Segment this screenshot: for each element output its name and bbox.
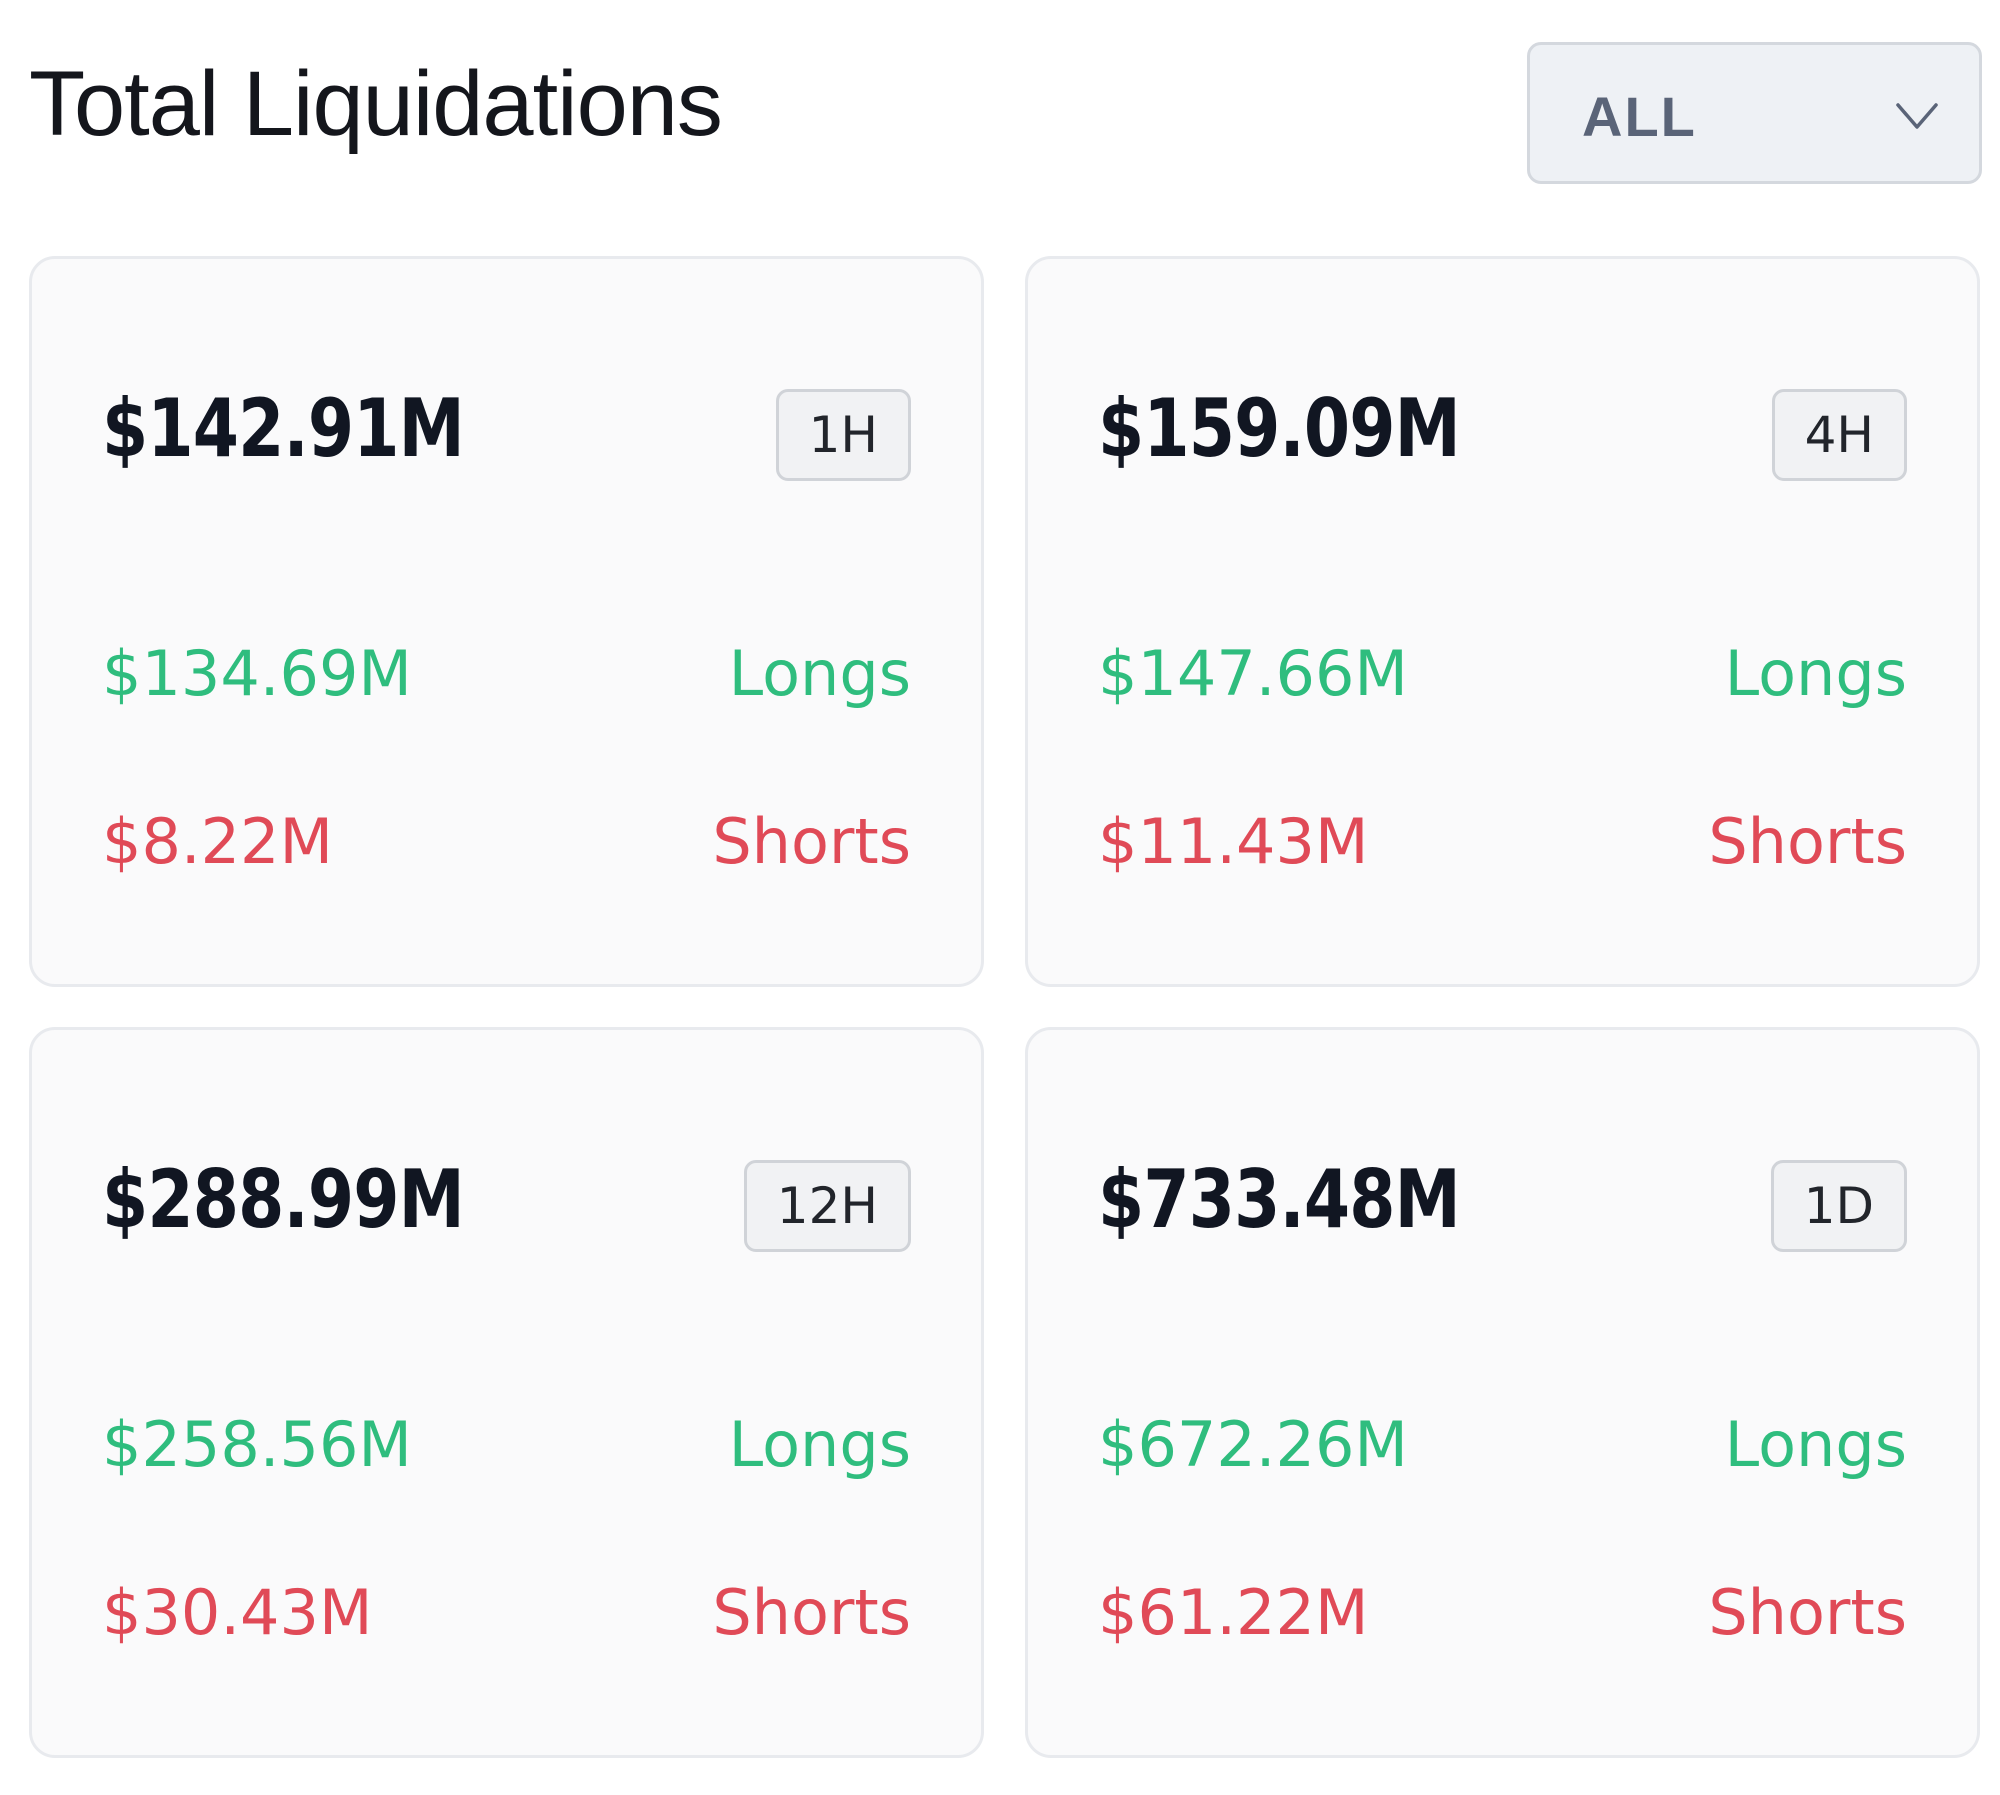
page-title: Total Liquidations: [29, 53, 723, 155]
shorts-value: $8.22M: [102, 805, 333, 878]
longs-row: $258.56M Longs: [102, 1405, 911, 1485]
shorts-label: Shorts: [712, 1576, 911, 1649]
shorts-row: $30.43M Shorts: [102, 1573, 911, 1653]
longs-value: $147.66M: [1098, 637, 1408, 710]
shorts-label: Shorts: [1708, 805, 1907, 878]
period-badge: 1H: [775, 389, 911, 481]
shorts-label: Shorts: [1708, 1576, 1907, 1649]
longs-label: Longs: [728, 637, 911, 710]
shorts-row: $8.22M Shorts: [102, 802, 911, 882]
header: Total Liquidations ALL: [29, 42, 1982, 188]
liquidation-card-12h: $288.99M 12H $258.56M Longs $30.43M Shor…: [29, 1027, 984, 1758]
longs-row: $134.69M Longs: [102, 634, 911, 714]
total-liquidation-value: $288.99M: [102, 1153, 465, 1246]
period-badge: 1D: [1770, 1160, 1907, 1252]
period-badge: 4H: [1771, 389, 1907, 481]
longs-row: $672.26M Longs: [1098, 1405, 1907, 1485]
total-liquidation-value: $159.09M: [1098, 382, 1461, 475]
shorts-row: $61.22M Shorts: [1098, 1573, 1907, 1653]
longs-label: Longs: [1724, 1408, 1907, 1481]
shorts-row: $11.43M Shorts: [1098, 802, 1907, 882]
shorts-value: $30.43M: [102, 1576, 373, 1649]
longs-label: Longs: [1724, 637, 1907, 710]
longs-row: $147.66M Longs: [1098, 634, 1907, 714]
filter-dropdown-value: ALL: [1582, 85, 1697, 148]
liquidation-card-1d: $733.48M 1D $672.26M Longs $61.22M Short…: [1025, 1027, 1980, 1758]
longs-label: Longs: [728, 1408, 911, 1481]
liquidation-card-1h: $142.91M 1H $134.69M Longs $8.22M Shorts: [29, 256, 984, 987]
shorts-value: $11.43M: [1098, 805, 1369, 878]
longs-value: $672.26M: [1098, 1408, 1408, 1481]
liquidation-card-4h: $159.09M 4H $147.66M Longs $11.43M Short…: [1025, 256, 1980, 987]
longs-value: $258.56M: [102, 1408, 412, 1481]
longs-value: $134.69M: [102, 637, 412, 710]
total-liquidation-value: $142.91M: [102, 382, 465, 475]
liquidation-cards-grid: $142.91M 1H $134.69M Longs $8.22M Shorts…: [29, 256, 1982, 1758]
shorts-value: $61.22M: [1098, 1576, 1369, 1649]
chevron-down-icon: [1896, 103, 1938, 129]
total-liquidation-value: $733.48M: [1098, 1153, 1461, 1246]
filter-dropdown[interactable]: ALL: [1527, 42, 1982, 184]
period-badge: 12H: [743, 1160, 911, 1252]
shorts-label: Shorts: [712, 805, 911, 878]
